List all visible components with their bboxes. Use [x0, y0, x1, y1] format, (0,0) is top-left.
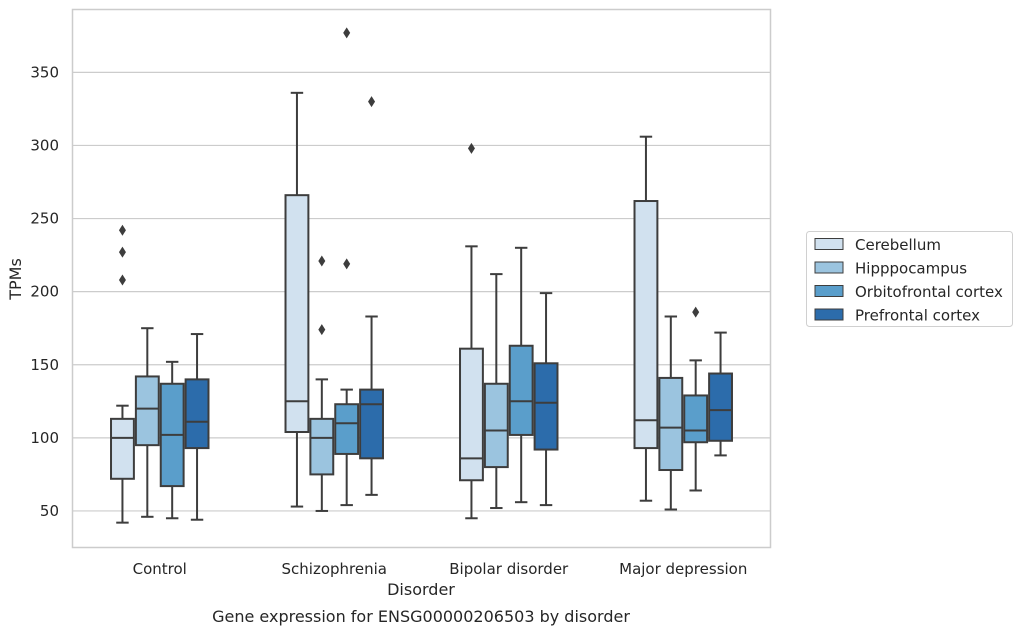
box: [483, 273, 509, 510]
chart-caption: Gene expression for ENSG00000206503 by d…: [212, 607, 630, 626]
box: [459, 142, 484, 520]
outlier-point: [692, 306, 700, 318]
box: [658, 315, 684, 511]
box-body: [633, 200, 659, 450]
legend-swatch: [814, 285, 844, 297]
legend-swatch: [814, 261, 844, 274]
x-tick-label: Control: [133, 560, 187, 578]
legend-label: Prefrontal cortex: [855, 307, 980, 325]
box-body: [359, 388, 384, 460]
box: [184, 333, 210, 521]
legend-label: Orbitofrontal cortex: [855, 283, 1003, 301]
x-tick-label: Bipolar disorder: [449, 560, 569, 578]
box-body: [284, 194, 310, 434]
box-body: [134, 375, 160, 447]
box: [110, 224, 135, 524]
box-body: [184, 378, 210, 450]
box: [683, 306, 709, 492]
box: [309, 255, 335, 512]
box: [508, 246, 534, 504]
x-axis-label: Disorder: [387, 580, 455, 599]
box-groups: [110, 27, 733, 524]
series-orbitofrontal-cortex: [159, 27, 709, 520]
box-body: [334, 403, 360, 455]
x-axis-ticks: Control Schizophrenia Bipolar disorder Majo…: [133, 560, 748, 578]
series-hipppocampus: [134, 255, 684, 518]
outlier-point: [318, 324, 326, 336]
y-tick-label: 200: [30, 283, 59, 301]
legend-label: Hipppocampus: [855, 260, 967, 278]
x-tick-label: Schizophrenia: [282, 560, 387, 578]
y-tick-label: 50: [40, 502, 59, 520]
box: [284, 91, 310, 508]
box-body: [459, 347, 484, 482]
series-prefrontal-cortex: [184, 96, 733, 521]
box-body: [533, 362, 559, 451]
outlier-point: [368, 96, 376, 108]
x-tick-label: Major depression: [619, 560, 747, 578]
box-body: [110, 417, 135, 480]
box-body: [683, 394, 709, 444]
box-body: [708, 372, 733, 442]
box: [134, 327, 160, 518]
box: [159, 360, 185, 520]
plot-area-frame: [71, 8, 772, 549]
y-axis-ticks: 50 100 150 200 250 300 350: [30, 63, 59, 520]
outlier-point: [343, 27, 351, 39]
legend-swatch: [814, 238, 844, 250]
outlier-point: [467, 142, 475, 154]
box: [334, 27, 360, 507]
outlier-point: [118, 274, 126, 286]
box-body: [508, 344, 534, 436]
outlier-point: [318, 255, 326, 267]
y-tick-label: 100: [30, 429, 59, 447]
outlier-point: [118, 224, 126, 236]
series-cerebellum: [110, 91, 659, 524]
legend-frame: [806, 231, 1013, 327]
box-body: [658, 376, 684, 472]
y-tick-label: 250: [30, 210, 59, 228]
y-tick-label: 300: [30, 136, 59, 154]
legend: Cerebellum Hipppocampus Orbitofrontal cort…: [806, 231, 1013, 327]
y-tick-label: 350: [30, 63, 59, 81]
box: [533, 292, 559, 507]
outlier-point: [343, 258, 351, 270]
legend-label: Cerebellum: [855, 236, 941, 254]
y-axis-label: TPMs: [6, 258, 25, 301]
box: [359, 96, 384, 496]
y-tick-label: 150: [30, 356, 59, 374]
box: [633, 135, 659, 502]
legend-swatch: [814, 308, 844, 321]
box-body: [309, 417, 335, 476]
outlier-point: [118, 246, 126, 258]
box: [708, 331, 733, 457]
box-body: [483, 382, 509, 469]
